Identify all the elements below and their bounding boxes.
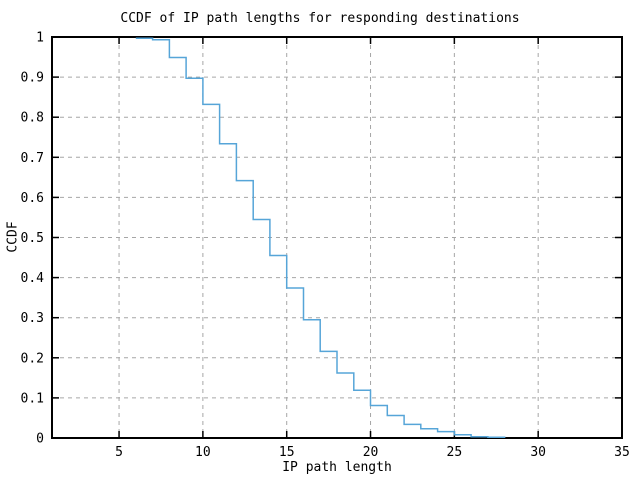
y-tick-label: 0.1 [21, 391, 44, 406]
x-axis-label: IP path length [282, 460, 392, 475]
y-tick-label: 0 [36, 432, 44, 447]
y-tick-label: 0.8 [21, 111, 44, 126]
x-tick-label: 15 [279, 445, 295, 460]
y-tick-label: 0.4 [21, 271, 45, 286]
x-tick-label: 35 [614, 445, 630, 460]
chart-title: CCDF of IP path lengths for responding d… [120, 11, 520, 26]
y-tick-label: 0.9 [21, 71, 44, 86]
x-tick-label: 25 [447, 445, 463, 460]
x-tick-label: 30 [530, 445, 546, 460]
y-tick-label: 1 [36, 31, 44, 46]
plot-border [51, 36, 623, 439]
y-tick-label: 0.6 [21, 191, 44, 206]
ccdf-step-curve [135, 37, 506, 438]
y-tick-label: 0.3 [21, 311, 44, 326]
y-tick-label: 0.5 [21, 231, 44, 246]
y-tick-label: 0.7 [21, 151, 44, 166]
y-axis-label: CCDF [5, 221, 21, 253]
x-tick-label: 20 [363, 445, 379, 460]
x-tick-label: 5 [115, 445, 123, 460]
y-tick-label: 0.2 [21, 351, 44, 366]
x-tick-label: 10 [195, 445, 211, 460]
